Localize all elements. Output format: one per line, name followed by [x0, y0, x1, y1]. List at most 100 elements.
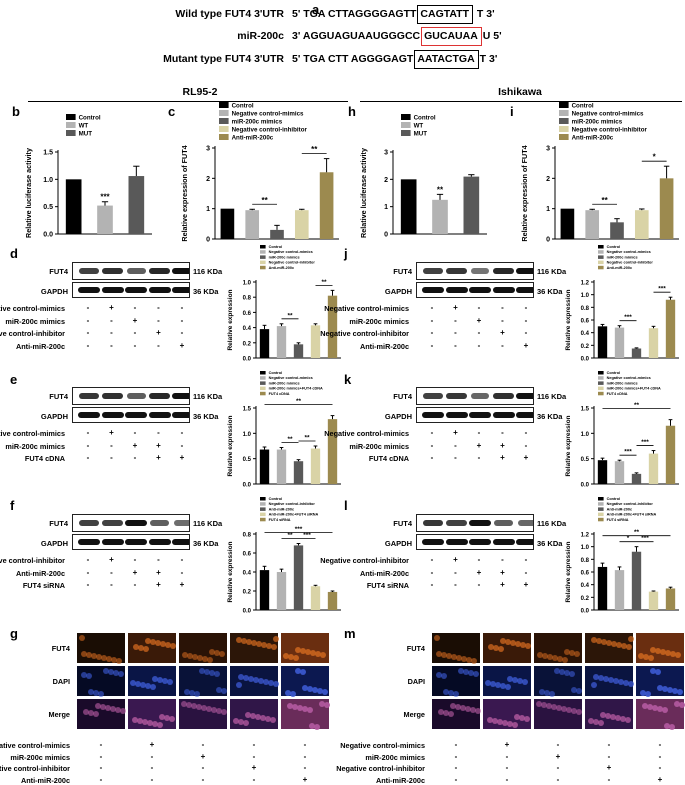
- legend-label-i-0: Control: [572, 103, 594, 110]
- if-cell-spot: [669, 724, 675, 730]
- if-cell-spot: [135, 681, 141, 687]
- if-cell-spot: [236, 682, 242, 688]
- if-cell-spot: [243, 675, 249, 681]
- if-cell-spot: [473, 671, 479, 677]
- if-cell-spot: [645, 691, 651, 697]
- if-image-m-1-0: [431, 665, 481, 697]
- blot-label-fut4-f: FUT4: [49, 519, 68, 528]
- legend-label-e-1: Negative control-mimics: [269, 376, 313, 380]
- legend-label-f-2: Anti-miR-200c: [269, 507, 295, 511]
- if-cell-spot: [268, 680, 274, 686]
- legend-label-k-0: Control: [607, 371, 621, 375]
- treatment-sign-l-2-3: +: [500, 580, 505, 589]
- if-cell-spot: [564, 670, 570, 676]
- y-tick-label-j-4: 0.8: [581, 306, 590, 312]
- if-cell-spot: [588, 718, 594, 724]
- sig-mark-k-0: ***: [624, 449, 632, 456]
- if-cell-spot: [292, 704, 298, 710]
- if-cell-spot: [209, 649, 215, 655]
- if-image-m-1-1: [482, 665, 532, 697]
- treatment-label-e-1: miR-200c mimics: [5, 441, 65, 451]
- sequence-pre-1: 3' AGGUAGUAAUGGGCC: [292, 30, 421, 42]
- y-tick-label-h-0: 0: [384, 232, 388, 239]
- legend-swatch-d-0: [260, 245, 266, 249]
- legend-label-b-1: WT: [79, 123, 89, 130]
- bar-l-2: [631, 551, 642, 610]
- bar-h-2: [463, 176, 480, 234]
- legend-label-k-3: miR-200c mimics+FUT4 cDNA: [607, 387, 661, 391]
- sig-mark-i-0: **: [601, 196, 608, 205]
- bar-j-3: [648, 328, 659, 358]
- if-image-g-2-1: [127, 698, 177, 730]
- if-row-label-g-0: FUT4: [51, 644, 70, 653]
- blot-band-l-1-2: [469, 539, 491, 545]
- if-treatment-sign-m-2-3: +: [606, 763, 612, 772]
- y-tick-label-h-3: 3: [384, 150, 388, 157]
- treatment-label-l-0: Negative control-inhibitor: [320, 556, 409, 565]
- legend-label-c-0: Control: [232, 103, 254, 110]
- blot-band-j-1-1: [445, 287, 468, 293]
- legend-label-d-4: Anti-miR-200c: [269, 266, 295, 270]
- treatment-sign-f-0-0: -: [86, 555, 90, 564]
- panel-label-g: g: [10, 626, 18, 641]
- blot-label-gapdh-l: GAPDH: [384, 539, 412, 548]
- if-cell-spot: [169, 716, 175, 722]
- if-cell-spot: [495, 682, 501, 688]
- treatment-label-f-0: Negative control-inhibitor: [0, 556, 65, 565]
- if-cell-spot: [569, 671, 575, 677]
- y-tick-label-c-3: 3: [206, 146, 210, 153]
- blot-band-l-0-4: [517, 520, 533, 526]
- if-cell-spot: [466, 657, 472, 663]
- blot-band-f-0-2: [125, 520, 147, 526]
- legend-label-c-4: Anti-miR-200c: [232, 135, 274, 142]
- treatment-sign-j-1-4: -: [524, 315, 528, 325]
- if-cell-spot: [662, 686, 668, 692]
- if-cell-spot: [273, 636, 279, 642]
- if-cell-spot: [192, 654, 198, 660]
- if-cell-spot: [441, 652, 447, 658]
- treatment-sign-f-0-1: +: [109, 555, 114, 564]
- bar-f-0: [259, 570, 270, 610]
- treatment-sign-l-1-1: -: [454, 567, 457, 577]
- y-tick-label-f-3: 0.6: [243, 552, 252, 558]
- bar-l-1: [614, 570, 625, 610]
- treatment-label-j-2: Negative control-inhibitor: [320, 329, 409, 338]
- y-tick-label-f-0: 0.0: [243, 609, 252, 615]
- if-cell-spot: [150, 639, 156, 645]
- bar-c-0: [220, 208, 235, 239]
- treatment-sign-e-0-4: -: [180, 428, 184, 437]
- if-treatment-sign-g-0-1: +: [149, 740, 155, 749]
- treatment-sign-f-2-2: -: [133, 580, 137, 589]
- legend-swatch-c-0: [219, 102, 229, 108]
- blot-band-e-0-1: [102, 393, 123, 399]
- if-cell-spot: [498, 646, 504, 652]
- if-cell-spot: [625, 717, 631, 723]
- treatment-sign-j-1-2: +: [476, 315, 482, 325]
- if-cell-spot: [88, 710, 94, 716]
- if-cell-spot: [86, 673, 92, 679]
- if-cell-spot: [305, 649, 311, 655]
- if-treatment-sign-g-2-3: +: [251, 763, 257, 772]
- if-cell-spot: [137, 718, 143, 724]
- treatment-sign-f-0-3: -: [157, 555, 160, 564]
- sig-mark-f-2: ***: [295, 526, 303, 533]
- sig-mark-j-0: ***: [624, 314, 632, 321]
- if-cell-spot: [165, 642, 171, 648]
- treatment-sign-j-0-3: -: [501, 303, 504, 312]
- if-cell-spot: [628, 681, 634, 687]
- if-cell-spot: [650, 647, 656, 653]
- treatment-sign-l-2-0: -: [430, 580, 434, 589]
- if-cell-spot: [463, 669, 469, 675]
- legend-label-d-1: Negative control-mimics: [269, 250, 313, 254]
- if-cell-spot: [542, 653, 548, 659]
- treatment-sign-j-3-0: -: [430, 340, 434, 350]
- if-cell-spot: [571, 687, 577, 693]
- if-treatment-sign-g-1-4: -: [303, 751, 307, 761]
- if-image-m-0-4: [635, 632, 685, 664]
- if-cell-spot: [105, 705, 111, 711]
- treatment-sign-d-2-4: -: [180, 328, 184, 337]
- bar-h-1: [432, 199, 448, 234]
- blot-band-e-0-0: [78, 393, 100, 399]
- treatment-sign-j-0-1: +: [453, 303, 458, 312]
